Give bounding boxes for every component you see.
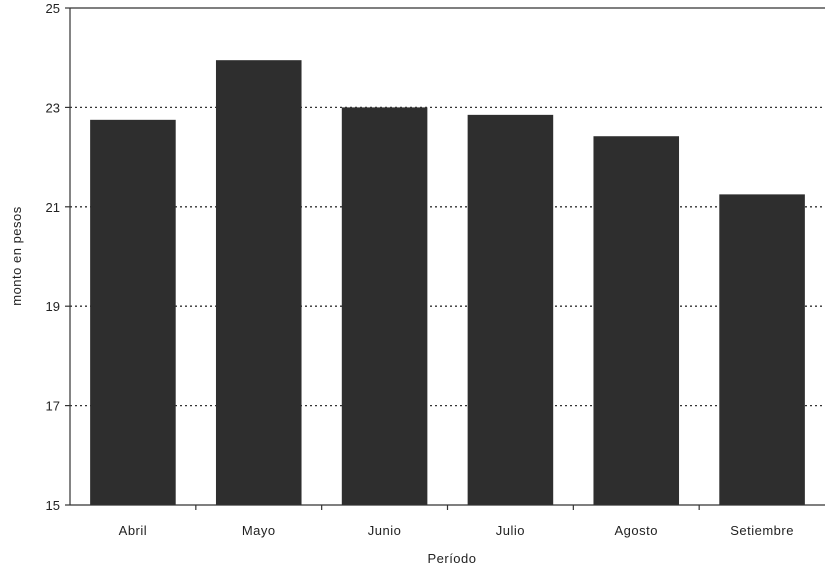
- bar-junio: [341, 107, 428, 506]
- x-category-label: Junio: [368, 523, 402, 538]
- gridlines: [70, 7, 825, 407]
- x-category-label: Agosto: [615, 523, 658, 538]
- bars: [90, 60, 805, 506]
- bar-agosto: [593, 136, 680, 505]
- y-tick-label: 25: [46, 1, 60, 16]
- x-ticks: Abril Mayo Junio Julio Agosto Setiembre: [119, 505, 794, 538]
- y-tick-label: 23: [46, 100, 60, 115]
- x-category-label: Julio: [496, 523, 525, 538]
- x-category-label: Abril: [119, 523, 148, 538]
- bar-julio: [467, 114, 554, 505]
- axes: [69, 8, 825, 506]
- y-tick-label: 21: [46, 200, 60, 215]
- y-tick-label: 19: [46, 299, 60, 314]
- bar-setiembre: [719, 194, 805, 505]
- x-category-label: Mayo: [242, 523, 276, 538]
- y-tick-label: 15: [46, 498, 60, 513]
- bar-mayo: [215, 60, 302, 506]
- bar-abril: [90, 119, 176, 505]
- y-ticks: 15 17 19 21 23 25: [46, 1, 70, 513]
- x-category-label: Setiembre: [730, 523, 794, 538]
- y-axis-title: monto en pesos: [9, 206, 24, 306]
- y-tick-label: 17: [46, 399, 60, 414]
- x-axis-title: Período: [427, 551, 476, 566]
